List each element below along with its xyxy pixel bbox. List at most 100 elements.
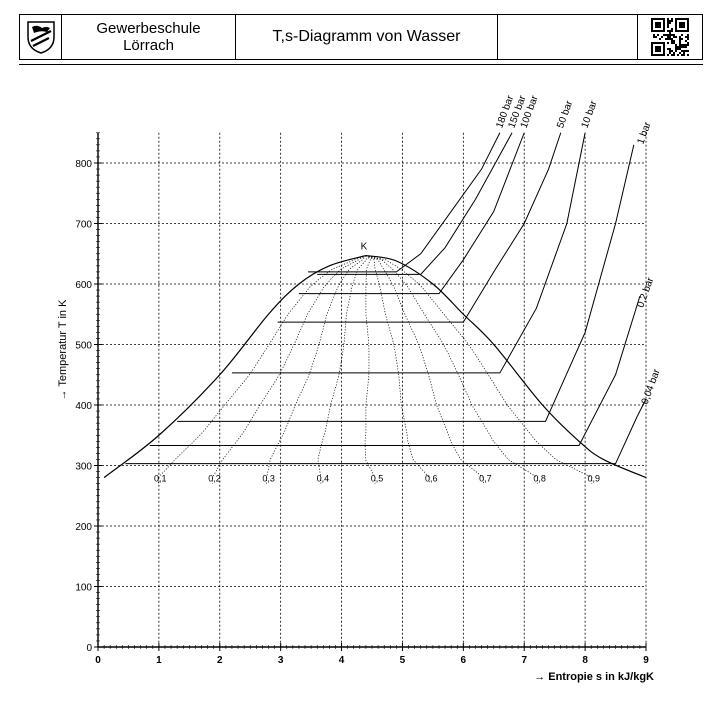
qr-module: [679, 48, 681, 50]
qr-module: [687, 44, 689, 46]
school-name-cell: Gewerbeschule Lörrach: [62, 15, 236, 59]
qr-cell: [638, 15, 702, 59]
qr-module: [659, 38, 661, 40]
qr-module: [667, 42, 669, 44]
qr-module: [683, 44, 685, 46]
qr-module: [671, 38, 673, 40]
qr-module: [677, 48, 679, 50]
qr-module: [667, 30, 669, 32]
qr-module: [681, 46, 683, 48]
qr-module: [669, 32, 671, 34]
x-tick-label: 0: [95, 655, 101, 666]
quality-line: [266, 255, 367, 484]
qr-module: [667, 22, 669, 24]
qr-module: [677, 46, 679, 48]
qr-module: [681, 34, 683, 36]
qr-module: [673, 42, 675, 44]
x-tick-label: 1: [156, 655, 162, 666]
quality-line: [365, 255, 484, 484]
qr-module: [667, 34, 669, 36]
qr-module: [669, 48, 671, 50]
quality-label: 0,1: [154, 474, 167, 484]
qr-module: [657, 34, 659, 36]
quality-label: 0,7: [479, 474, 492, 484]
isobar-line: [177, 144, 635, 422]
qr-module: [667, 54, 669, 56]
qr-module: [665, 38, 667, 40]
blank-cell: [498, 15, 638, 59]
quality-line: [365, 255, 593, 484]
y-tick-label: 600: [75, 280, 92, 291]
quality-line: [365, 255, 430, 484]
qr-module: [667, 20, 669, 22]
qr-module: [667, 24, 669, 26]
qr-module: [685, 50, 687, 52]
x-tick-label: 3: [278, 655, 284, 666]
qr-module: [675, 46, 677, 48]
quality-line: [317, 255, 367, 484]
qr-module: [687, 42, 689, 44]
qr-module: [677, 54, 679, 56]
qr-module: [681, 50, 683, 52]
y-tick-label: 100: [75, 583, 92, 594]
isobar-label: 0,2 bar: [635, 276, 656, 310]
qr-module: [679, 46, 681, 48]
qr-module: [685, 40, 687, 42]
quality-label: 0,2: [208, 474, 221, 484]
quality-lines: [157, 255, 593, 484]
y-tick-label: 400: [75, 401, 92, 412]
qr-module: [671, 54, 673, 56]
qr-module: [671, 28, 673, 30]
qr-module: [671, 42, 673, 44]
qr-module: [671, 18, 673, 20]
qr-module: [685, 44, 687, 46]
x-tick-label: 7: [521, 655, 527, 666]
qr-module: [673, 36, 675, 38]
y-tick-label: 800: [75, 159, 92, 170]
isobar-label: 10 bar: [580, 99, 600, 130]
qr-module: [681, 54, 683, 56]
quality-line: [212, 255, 367, 484]
saturated-liquid-line: [103, 254, 367, 479]
qr-module: [673, 34, 675, 36]
school-name-line1: Gewerbeschule: [96, 20, 201, 37]
qr-module: [663, 34, 665, 36]
qr-module: [669, 20, 671, 22]
qr-module: [683, 46, 685, 48]
isobar-line: [277, 132, 562, 323]
qr-module: [687, 34, 689, 36]
isobar-label: 0,04 bar: [640, 367, 663, 406]
qr-module: [669, 30, 671, 32]
isobars: [125, 132, 647, 465]
quality-line: [365, 255, 538, 484]
quality-line: [157, 255, 367, 484]
grid: [98, 132, 647, 647]
qr-module: [661, 36, 663, 38]
qr-module: [669, 22, 671, 24]
quality-label: 0,5: [371, 474, 384, 484]
isobar-line: [308, 132, 501, 273]
critical-point-label: K: [361, 242, 368, 253]
qr-module: [669, 52, 671, 54]
qr-module: [679, 22, 685, 28]
x-tick-label: 5: [400, 655, 406, 666]
saturation-curve: [103, 254, 647, 479]
qr-module: [669, 50, 671, 52]
qr-module: [687, 36, 689, 38]
y-axis-label: → Temperatur T in K: [57, 299, 69, 401]
qr-module: [685, 46, 687, 48]
qr-module: [683, 50, 685, 52]
qr-module: [667, 18, 669, 20]
qr-module: [687, 54, 689, 56]
quality-label: 0,4: [317, 474, 330, 484]
qr-module: [667, 38, 669, 40]
isobar-label: 1 bar: [635, 120, 653, 146]
isobar-line: [231, 132, 586, 374]
qr-module: [679, 36, 681, 38]
page-title: T,s-Diagramm von Wasser: [272, 28, 461, 45]
school-name-line2: Lörrach: [123, 37, 174, 54]
qr-module: [653, 34, 655, 36]
isobar-line: [317, 132, 513, 275]
qr-module: [681, 38, 683, 40]
